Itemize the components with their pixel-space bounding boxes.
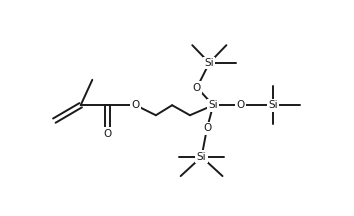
Text: O: O: [236, 100, 245, 110]
Text: Si: Si: [205, 58, 214, 68]
Text: Si: Si: [209, 100, 218, 110]
Text: O: O: [104, 129, 112, 139]
Text: O: O: [193, 83, 201, 92]
Text: O: O: [132, 100, 140, 110]
Text: Si: Si: [268, 100, 278, 110]
Text: Si: Si: [197, 152, 206, 162]
Text: O: O: [203, 123, 211, 133]
